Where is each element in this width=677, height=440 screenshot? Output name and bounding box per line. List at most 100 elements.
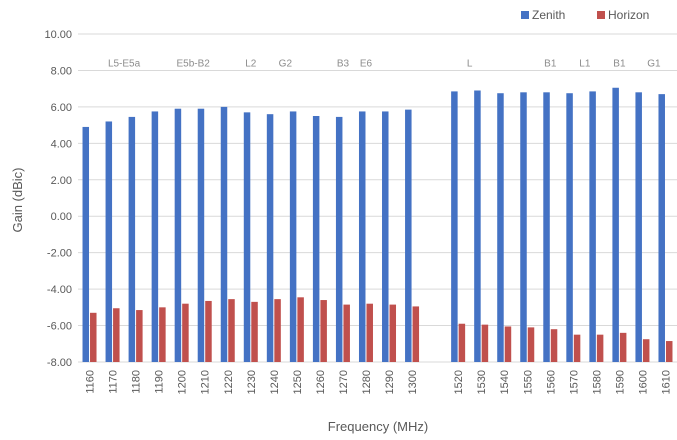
x-tick-label: 1570 xyxy=(568,370,580,394)
bar-zenith xyxy=(658,94,665,362)
bar-horizon xyxy=(596,334,604,362)
x-tick-label: 1210 xyxy=(200,370,212,394)
bar-horizon xyxy=(481,324,489,362)
y-tick-label: 4.00 xyxy=(51,138,72,150)
legend-label-horizon: Horizon xyxy=(608,8,649,22)
bar-zenith xyxy=(543,92,550,363)
bar-horizon xyxy=(642,339,650,362)
y-tick-label: 2.00 xyxy=(51,175,72,187)
x-tick-label: 1230 xyxy=(246,370,258,394)
band-label: B3 xyxy=(337,58,350,69)
bar-zenith xyxy=(105,121,113,362)
x-tick-label: 1280 xyxy=(361,370,373,394)
y-tick-label: 0.00 xyxy=(51,211,72,223)
bar-horizon xyxy=(159,307,166,362)
x-tick-label: 1190 xyxy=(154,370,166,394)
x-tick-label: 1200 xyxy=(177,370,189,394)
y-tick-label: -4.00 xyxy=(47,284,72,296)
x-tick-label: 1170 xyxy=(108,370,120,394)
band-label: L xyxy=(467,58,473,69)
bar-horizon xyxy=(228,299,235,362)
bar-zenith xyxy=(382,111,389,362)
legend-label-zenith: Zenith xyxy=(532,8,565,22)
bar-zenith xyxy=(335,116,343,363)
bar-zenith xyxy=(197,108,205,362)
x-tick-label: 1220 xyxy=(223,370,235,394)
bar-zenith xyxy=(589,91,596,363)
band-label: E6 xyxy=(360,58,373,69)
x-tick-label: 1550 xyxy=(522,370,534,394)
y-tick-label: -2.00 xyxy=(47,248,72,260)
bar-zenith xyxy=(82,126,90,362)
bar-zenith xyxy=(451,91,458,363)
bar-zenith xyxy=(220,106,228,362)
bar-horizon xyxy=(665,341,673,362)
bar-horizon xyxy=(412,306,420,362)
gridlines xyxy=(78,33,677,363)
y-tick-label: 10.00 xyxy=(44,29,72,41)
bar-horizon xyxy=(182,303,189,362)
bar-zenith xyxy=(405,109,412,362)
x-tick-label: 1180 xyxy=(131,370,143,394)
bar-zenith xyxy=(128,116,136,363)
band-label: G1 xyxy=(647,58,661,69)
x-axis-title: Frequency (MHz) xyxy=(328,419,428,434)
bar-horizon xyxy=(550,329,558,362)
bar-horizon xyxy=(90,312,97,362)
bar-zenith xyxy=(243,112,251,362)
y-tick-label: -6.00 xyxy=(47,321,72,333)
x-tick-label: 1520 xyxy=(453,370,465,394)
bar-zenith xyxy=(312,116,320,362)
x-tick-label: 1540 xyxy=(499,370,511,394)
bar-horizon xyxy=(136,310,143,362)
bar-horizon xyxy=(619,332,627,362)
band-label: L2 xyxy=(245,58,257,69)
band-label: B1 xyxy=(544,58,557,69)
x-tick-label: 1300 xyxy=(407,370,419,394)
bar-zenith xyxy=(474,90,481,362)
y-tick-labels: -8.00 -6.00 -4.00 -2.00 0.00 2.00 4.00 6.00 8.00… xyxy=(44,29,72,369)
bar-zenith xyxy=(174,108,182,362)
bar-horizon xyxy=(113,308,120,362)
bar-horizon xyxy=(366,303,373,362)
y-axis-title: Gain (dBic) xyxy=(10,167,25,232)
x-tick-label: 1160 xyxy=(85,370,97,394)
x-tick-label: 1290 xyxy=(384,370,396,394)
x-tick-labels: 1160 1170 1180 1190 1200 1210 1220 1230 1240 1250… xyxy=(85,370,673,394)
x-tick-label: 1600 xyxy=(637,370,649,394)
band-label: B1 xyxy=(613,58,626,69)
bar-horizon xyxy=(458,323,466,362)
bar-zenith xyxy=(497,93,504,362)
band-label: L1 xyxy=(579,58,591,69)
bar-zenith xyxy=(520,92,527,363)
x-tick-label: 1240 xyxy=(269,370,281,394)
bar-horizon xyxy=(389,304,397,362)
bar-horizon xyxy=(251,301,258,362)
bar-horizon xyxy=(274,299,281,362)
x-tick-label: 1610 xyxy=(660,370,672,394)
bar-zenith xyxy=(151,111,159,362)
x-tick-label: 1270 xyxy=(338,370,350,394)
x-tick-label: 1580 xyxy=(591,370,603,394)
legend-swatch-horizon xyxy=(597,11,605,19)
x-tick-label: 1530 xyxy=(476,370,488,394)
legend: Zenith Horizon xyxy=(521,8,649,22)
x-tick-label: 1560 xyxy=(545,370,557,394)
y-tick-label: 6.00 xyxy=(51,102,72,114)
bar-horizon xyxy=(205,300,212,362)
bar-horizon xyxy=(297,297,304,362)
band-label: E5b-B2 xyxy=(177,58,211,69)
bar-zenith xyxy=(358,111,366,362)
x-tick-label: 1590 xyxy=(614,370,626,394)
bar-horizon xyxy=(527,327,535,362)
band-label: L5-E5a xyxy=(108,58,141,69)
bar-horizon xyxy=(320,300,327,362)
bar-horizon xyxy=(504,326,512,362)
legend-swatch-zenith xyxy=(521,11,529,19)
band-annotations: L5-E5a E5b-B2 L2 G2 B3 E6 L B1 L1 B1 G1 xyxy=(108,58,661,69)
bars xyxy=(82,87,673,363)
x-tick-label: 1250 xyxy=(292,370,304,394)
bar-zenith xyxy=(566,93,573,362)
bar-zenith xyxy=(635,92,642,363)
